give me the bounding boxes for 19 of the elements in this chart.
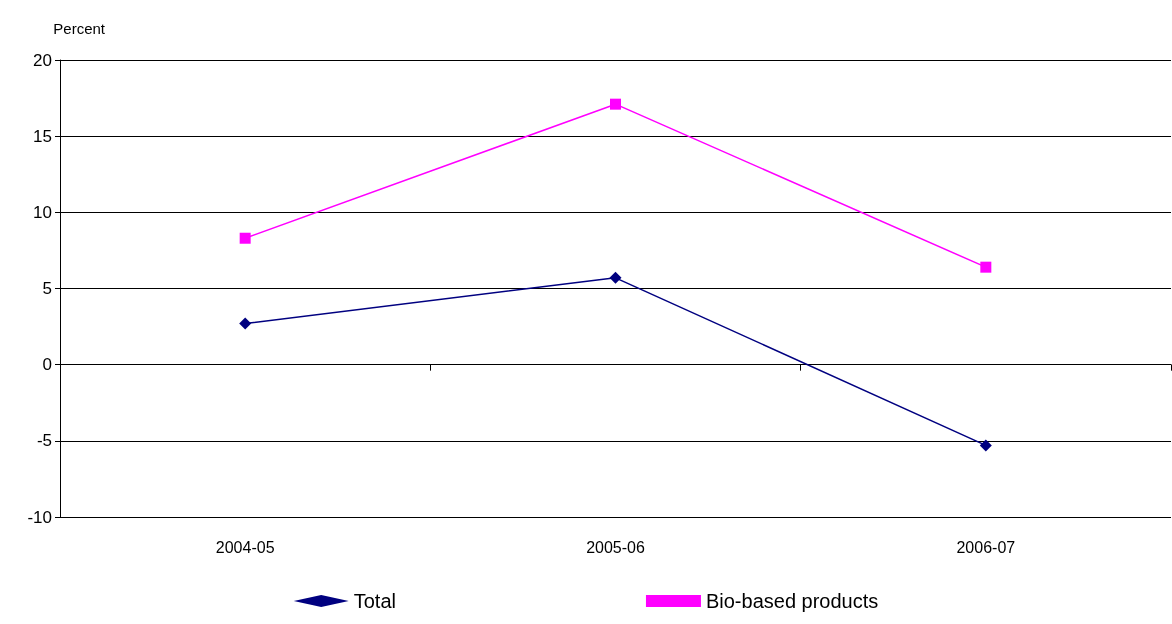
- point: [980, 261, 992, 273]
- point: [239, 232, 251, 244]
- y-tick-label: 15: [33, 126, 52, 146]
- point: [979, 439, 992, 452]
- x-tick-label: 2005-06: [586, 538, 645, 556]
- y-tick-label: 0: [42, 355, 52, 375]
- x-tick-label: 2004-05: [215, 538, 275, 556]
- y-tick-label: 5: [42, 279, 52, 298]
- point: [239, 317, 252, 330]
- y-tick-label: 20: [33, 50, 52, 70]
- point: [610, 98, 621, 110]
- point: [609, 271, 622, 284]
- x-tick-label: 2006-07: [956, 538, 1016, 556]
- legend-label: Bio-based products: [705, 590, 879, 612]
- y-tick-label: -10: [27, 507, 52, 527]
- legend-label: Total: [353, 590, 396, 612]
- y-axis-title: Percent: [53, 20, 106, 37]
- y-tick-label: 10: [33, 202, 52, 222]
- y-tick-label: -5: [36, 431, 52, 451]
